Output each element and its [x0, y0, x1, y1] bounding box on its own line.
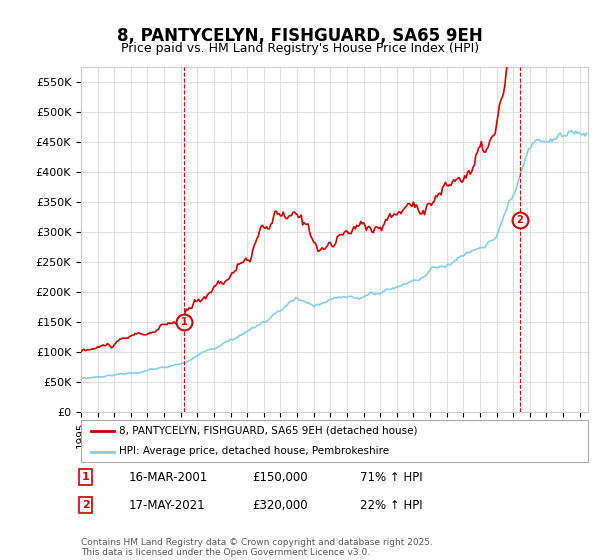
Text: 8, PANTYCELYN, FISHGUARD, SA65 9EH (detached house): 8, PANTYCELYN, FISHGUARD, SA65 9EH (deta… [119, 426, 418, 436]
Text: 16-MAR-2001: 16-MAR-2001 [129, 470, 208, 484]
Text: £150,000: £150,000 [252, 470, 308, 484]
Text: 1: 1 [181, 317, 188, 326]
Text: 1: 1 [82, 472, 89, 482]
Text: 17-MAY-2021: 17-MAY-2021 [129, 498, 206, 512]
Text: 8, PANTYCELYN, FISHGUARD, SA65 9EH: 8, PANTYCELYN, FISHGUARD, SA65 9EH [117, 27, 483, 45]
Point [515, 216, 524, 225]
Text: HPI: Average price, detached house, Pembrokeshire: HPI: Average price, detached house, Pemb… [119, 446, 389, 456]
Text: 71% ↑ HPI: 71% ↑ HPI [360, 470, 422, 484]
Text: 2: 2 [516, 215, 523, 225]
Text: 2: 2 [82, 500, 89, 510]
Text: £320,000: £320,000 [252, 498, 308, 512]
Text: Contains HM Land Registry data © Crown copyright and database right 2025.
This d: Contains HM Land Registry data © Crown c… [81, 538, 433, 557]
Point [179, 318, 189, 326]
Text: Price paid vs. HM Land Registry's House Price Index (HPI): Price paid vs. HM Land Registry's House … [121, 42, 479, 55]
Text: 22% ↑ HPI: 22% ↑ HPI [360, 498, 422, 512]
